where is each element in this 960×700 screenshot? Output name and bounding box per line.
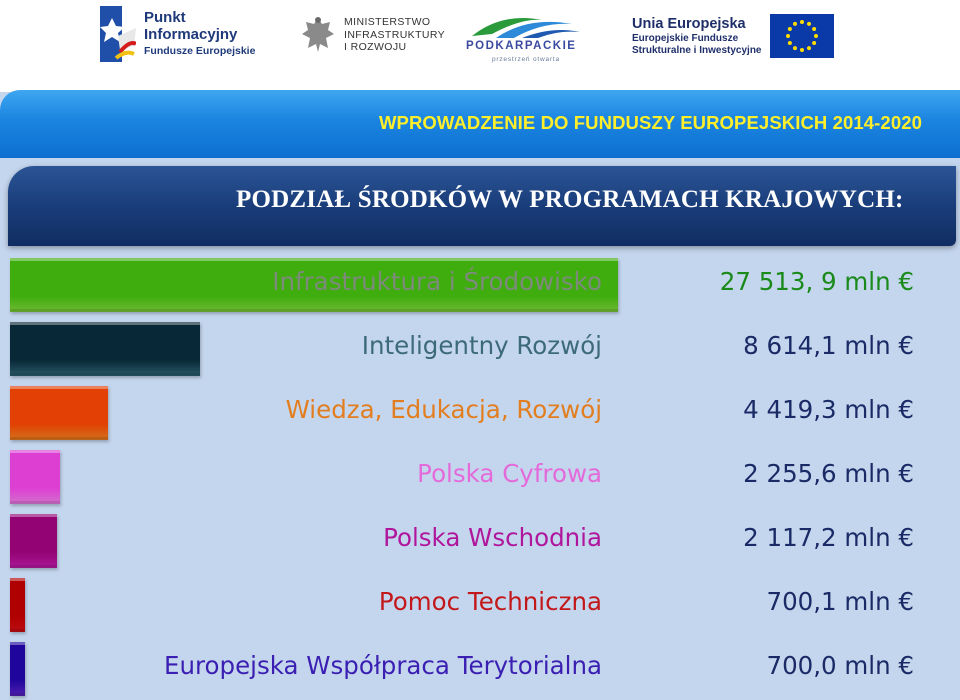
eu-flag-icon bbox=[769, 14, 834, 58]
header-band bbox=[0, 90, 960, 158]
value-label-5: 2 117,2 mln € bbox=[743, 523, 914, 552]
category-label-5: Polska Wschodnia bbox=[383, 523, 602, 552]
category-label-2: Inteligentny Rozwój bbox=[361, 331, 602, 360]
eu-logo: Unia Europejska Europejskie Fundusze Str… bbox=[632, 10, 834, 62]
eu-line2: Strukturalne i Inwestycyjne bbox=[632, 45, 762, 56]
subtitle-band bbox=[8, 166, 956, 246]
value-label-7: 700,0 mln € bbox=[766, 651, 914, 680]
eu-title: Unia Europejska bbox=[632, 15, 746, 32]
category-label-3: Wiedza, Edukacja, Rozwój bbox=[285, 395, 602, 424]
podkarpackie-name: PODKARPACKIE bbox=[466, 40, 577, 52]
punkt-informacyjny-icon bbox=[100, 6, 138, 62]
punkt-line2: Informacyjny bbox=[144, 25, 238, 43]
podkarpackie-logo: PODKARPACKIE przestrzeń otwarta bbox=[462, 10, 584, 64]
bar-2 bbox=[10, 322, 200, 376]
value-label-6: 700,1 mln € bbox=[766, 587, 914, 616]
punkt-line3: Fundusze Europejskie bbox=[144, 44, 256, 57]
category-label-1: Infrastruktura i Środowisko bbox=[272, 267, 602, 296]
punkt-informacyjny-logo: Punkt Informacyjny Fundusze Europejskie bbox=[100, 4, 255, 64]
value-label-4: 2 255,6 mln € bbox=[743, 459, 914, 488]
value-label-1: 27 513, 9 mln € bbox=[719, 267, 914, 296]
value-label-2: 8 614,1 mln € bbox=[743, 331, 914, 360]
ministry-line1: MINISTERSTWO bbox=[344, 16, 431, 29]
bar-1 bbox=[10, 258, 618, 312]
bar-6 bbox=[10, 578, 25, 632]
bar-5 bbox=[10, 514, 57, 568]
category-label-6: Pomoc Techniczna bbox=[378, 587, 602, 616]
ministry-line2: INFRASTRUKTURY bbox=[344, 28, 446, 41]
ministry-line3: I ROZWOJU bbox=[344, 41, 407, 54]
category-label-4: Polska Cyfrowa bbox=[417, 459, 602, 488]
podkarpackie-sub: przestrzeń otwarta bbox=[492, 56, 560, 63]
eagle-emblem-icon bbox=[300, 14, 336, 56]
page-title: WPROWADZENIE DO FUNDUSZY EUROPEJSKICH 20… bbox=[378, 112, 922, 133]
page-subtitle: PODZIAŁ ŚRODKÓW W PROGRAMACH KRAJOWYCH: bbox=[236, 186, 904, 214]
bar-3 bbox=[10, 386, 108, 440]
ministry-logo: MINISTERSTWO INFRASTRUKTURY I ROZWOJU bbox=[300, 14, 445, 56]
logos-strip: Punkt Informacyjny Fundusze Europejskie … bbox=[0, 0, 960, 78]
podkarpackie-hills-icon bbox=[472, 18, 580, 38]
bar-4 bbox=[10, 450, 60, 504]
punkt-line1: Punkt bbox=[144, 8, 186, 26]
value-label-3: 4 419,3 mln € bbox=[743, 395, 914, 424]
bar-7 bbox=[10, 642, 25, 696]
subtitle-text: PODZIAŁ ŚRODKÓW W PROGRAMACH KRAJOWYCH: bbox=[236, 186, 904, 213]
category-label-7: Europejska Współpraca Terytorialna bbox=[164, 651, 602, 680]
eu-line1: Europejskie Fundusze bbox=[632, 32, 739, 44]
